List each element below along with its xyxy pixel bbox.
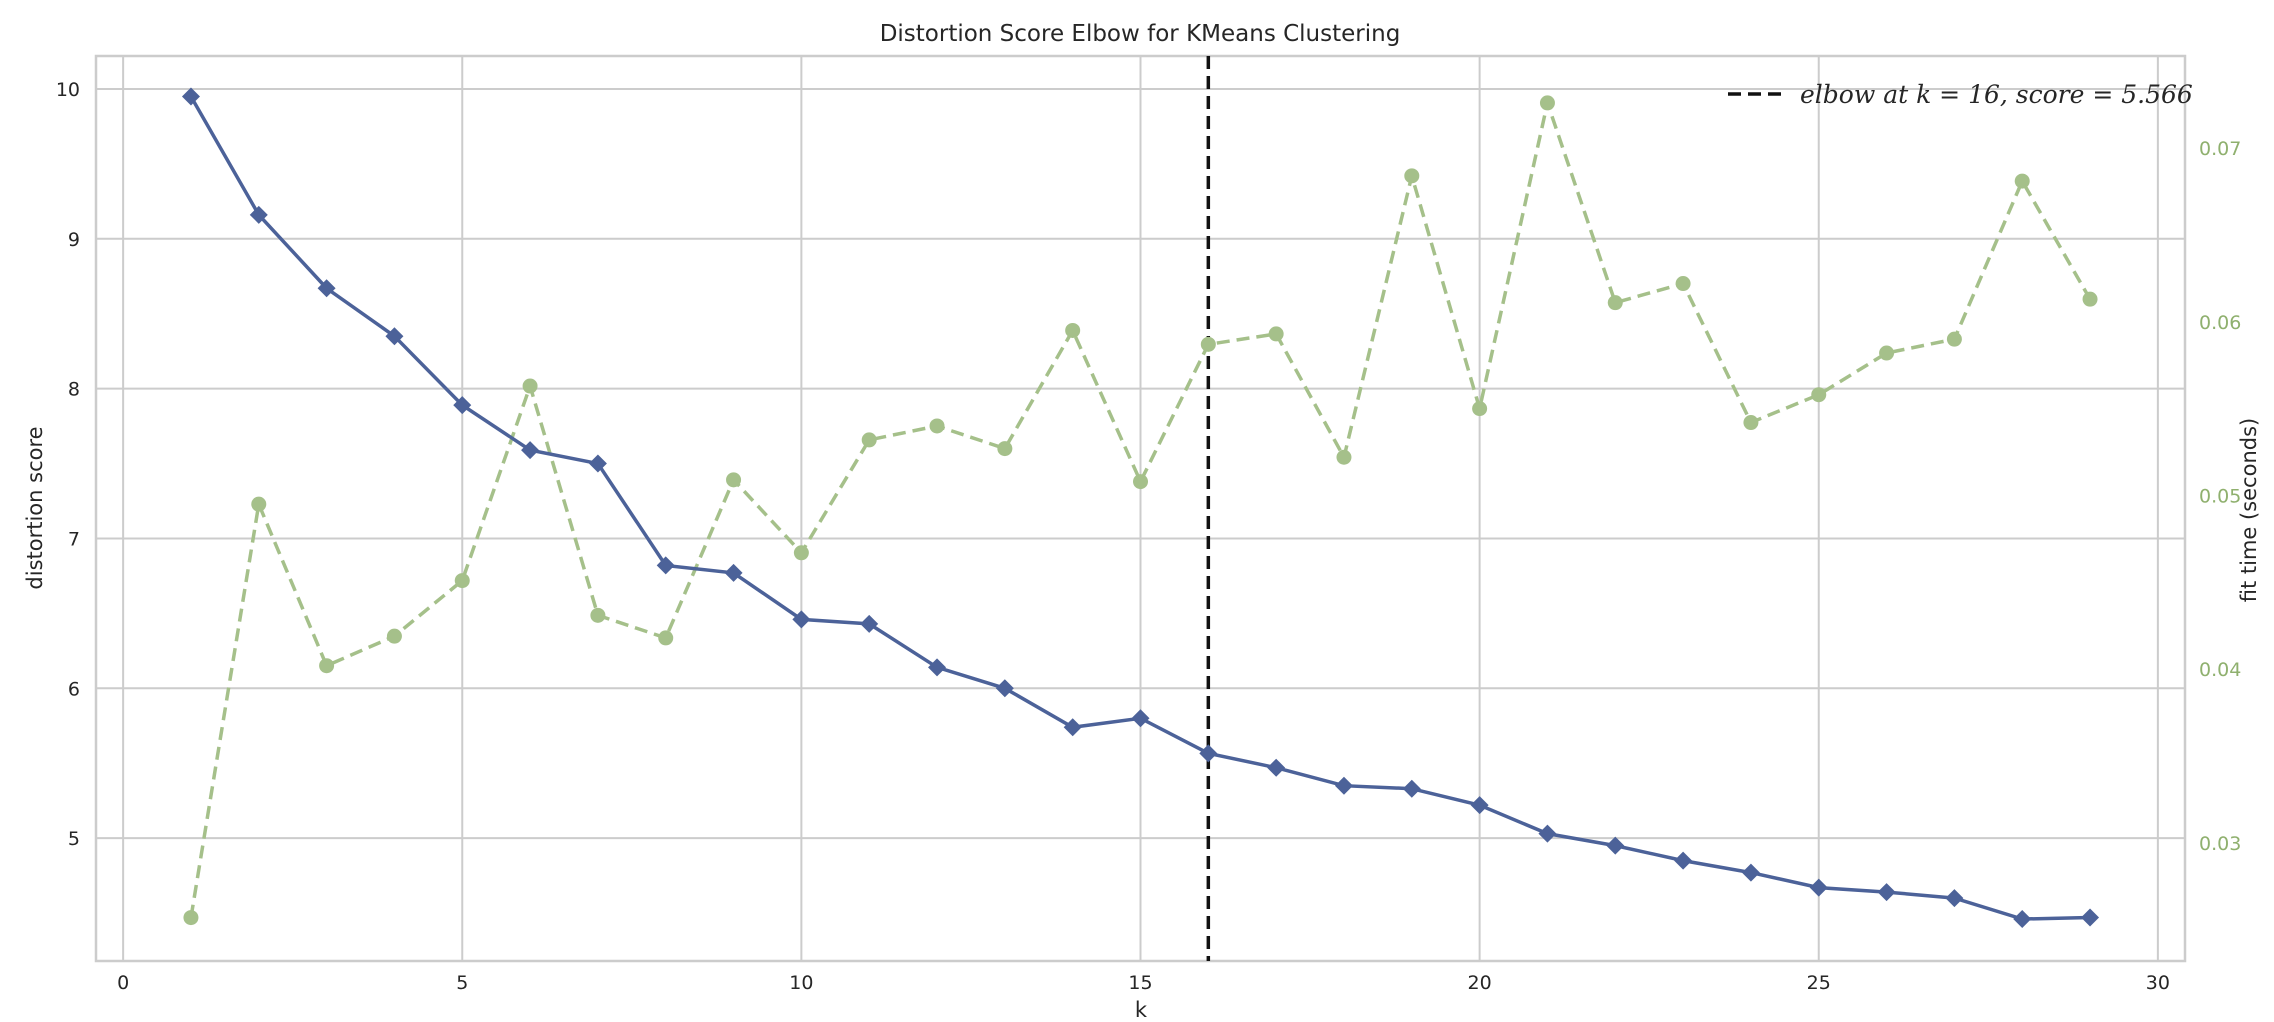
y2-tick-label-0: 0.03 — [2199, 833, 2241, 855]
distortion-point-20 — [1470, 796, 1489, 815]
plot-frame — [94, 54, 2187, 963]
axis-ticks: 0 5 10 15 20 25 30 5 6 7 8 9 10 0.03 0.04 0.05 0.06 0.07 — [56, 79, 2242, 994]
y-tick-label-8: 8 — [68, 379, 80, 401]
fit-time-point-20 — [1472, 401, 1488, 417]
fit-time-point-22 — [1607, 295, 1623, 311]
distortion-point-16 — [1199, 744, 1218, 763]
fit-time-point-19 — [1404, 168, 1420, 184]
fit-time-point-28 — [2014, 173, 2030, 189]
fit-time-point-25 — [1811, 387, 1827, 403]
fit-time-point-24 — [1743, 415, 1759, 431]
fit-time-point-13 — [997, 441, 1013, 457]
distortion-point-2 — [249, 205, 268, 224]
distortion-point-24 — [1741, 863, 1760, 882]
fit-time-point-14 — [1065, 322, 1081, 338]
distortion-point-5 — [453, 396, 472, 415]
y-tick-label-6: 6 — [68, 678, 80, 700]
y2-axis-title: fit time (seconds) — [2237, 418, 2261, 602]
x-tick-label-10: 10 — [789, 972, 813, 994]
distortion-point-29 — [2081, 908, 2100, 927]
fit-time-point-23 — [1675, 276, 1691, 292]
x-tick-label-25: 25 — [1807, 972, 1831, 994]
y2-tick-label-4: 0.07 — [2199, 138, 2241, 160]
fit-time-point-2 — [251, 496, 267, 512]
fit-time-point-26 — [1879, 345, 1895, 361]
y2-tick-label-3: 0.06 — [2199, 312, 2241, 334]
fit-time-point-15 — [1133, 474, 1148, 490]
distortion-point-12 — [928, 658, 947, 677]
distortion-point-3 — [317, 279, 336, 298]
distortion-point-18 — [1334, 776, 1353, 795]
distortion-point-23 — [1674, 851, 1693, 870]
distortion-point-26 — [1877, 883, 1896, 902]
x-tick-label-30: 30 — [2146, 972, 2170, 994]
fit-time-point-12 — [929, 418, 945, 434]
y-tick-label-9: 9 — [68, 229, 80, 251]
distortion-point-22 — [1606, 836, 1625, 855]
x-tick-label-15: 15 — [1128, 972, 1152, 994]
distortion-point-25 — [1809, 878, 1828, 897]
fit-time-point-6 — [522, 378, 538, 394]
x-tick-label-0: 0 — [117, 972, 129, 994]
distortion-point-10 — [792, 610, 811, 629]
distortion-point-15 — [1131, 709, 1150, 728]
fit-time-point-3 — [319, 658, 335, 674]
distortion-point-28 — [2013, 910, 2032, 929]
distortion-point-11 — [860, 614, 879, 633]
distortion-point-17 — [1267, 758, 1286, 777]
fit-time-point-17 — [1268, 326, 1284, 342]
distortion-point-21 — [1538, 824, 1557, 843]
y2-tick-label-2: 0.05 — [2199, 485, 2241, 507]
distortion-point-14 — [1063, 718, 1082, 737]
distortion-point-19 — [1402, 779, 1421, 798]
y-tick-label-5: 5 — [68, 828, 80, 850]
distortion-point-13 — [995, 679, 1014, 698]
distortion-point-7 — [588, 454, 607, 473]
legend: elbow at k = 16, score = 5.566 — [1728, 80, 2193, 109]
distortion-point-8 — [656, 556, 675, 575]
y-tick-label-7: 7 — [68, 528, 80, 550]
fit-time-point-8 — [658, 630, 674, 646]
chart-title: Distortion Score Elbow for KMeans Cluste… — [880, 21, 1401, 47]
fit-time-point-18 — [1336, 449, 1352, 465]
fit-time-point-4 — [386, 628, 402, 644]
fit-time-point-1 — [183, 910, 199, 926]
legend-entry-elbow: elbow at k = 16, score = 5.566 — [1800, 80, 2193, 109]
x-tick-label-20: 20 — [1468, 972, 1492, 994]
distortion-point-9 — [724, 563, 743, 582]
distortion-series — [181, 87, 2100, 929]
fit-time-series — [183, 95, 2098, 926]
x-axis-title: k — [1135, 998, 1148, 1022]
fit-time-point-10 — [793, 545, 809, 561]
fit-time-point-21 — [1539, 95, 1555, 111]
distortion-point-27 — [1945, 889, 1964, 908]
fit-time-point-7 — [590, 607, 606, 623]
distortion-point-6 — [521, 441, 540, 460]
distortion-point-4 — [385, 327, 404, 346]
distortion-point-1 — [181, 87, 200, 106]
y-tick-label-10: 10 — [56, 79, 80, 101]
fit-time-point-9 — [726, 472, 742, 488]
fit-time-point-29 — [2082, 291, 2098, 307]
fit-time-point-11 — [861, 432, 877, 448]
y2-tick-label-1: 0.04 — [2199, 659, 2241, 681]
y-axis-title: distortion score — [23, 426, 47, 589]
fit-time-point-5 — [454, 573, 470, 589]
fit-time-point-16 — [1200, 336, 1216, 352]
x-tick-label-5: 5 — [456, 972, 468, 994]
fit-time-point-27 — [1946, 331, 1962, 347]
fit-time-line — [189, 96, 2092, 918]
grid — [96, 56, 2185, 961]
